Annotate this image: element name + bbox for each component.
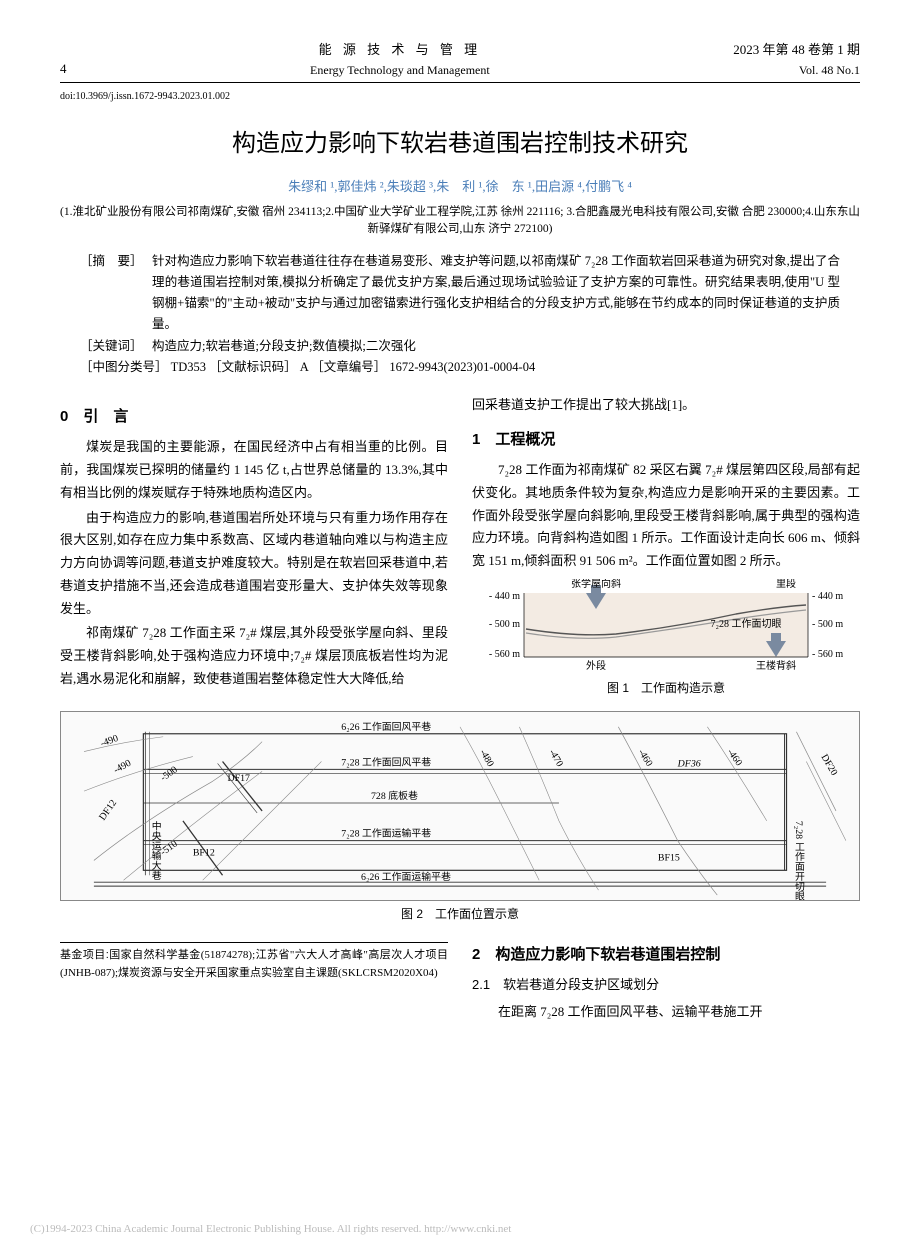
svg-text:- 440 m: - 440 m xyxy=(812,591,843,602)
svg-text:DF20: DF20 xyxy=(819,752,840,777)
article-title: 构造应力影响下软岩巷道围岩控制技术研究 xyxy=(60,125,860,163)
svg-text:-490: -490 xyxy=(99,733,120,750)
sec21-heading: 2.1 软岩巷道分段支护区域划分 xyxy=(472,974,860,997)
keywords-text: 构造应力;软岩巷道;分段支护;数值模拟;二次强化 xyxy=(152,336,840,357)
issue-info: 2023 年第 48 卷第 1 期 Vol. 48 No.1 xyxy=(733,40,860,80)
page-header: 4 能 源 技 术 与 管 理 Energy Technology and Ma… xyxy=(60,40,860,83)
doi-text: doi:10.3969/j.issn.1672-9943.2023.01.002 xyxy=(60,89,860,105)
right-column: 回采巷道支护工作提出了较大挑战[1]。 1 工程概况 7₂28 工作面为祁南煤矿… xyxy=(472,394,860,707)
journal-name: 能 源 技 术 与 管 理 Energy Technology and Mana… xyxy=(310,40,490,80)
page-number: 4 xyxy=(60,59,67,80)
sec1-p1: 7₂28 工作面为祁南煤矿 82 采区右翼 7₂# 煤层第四区段,局部有起伏变化… xyxy=(472,459,860,573)
svg-text:6₂26 工作面运输平巷: 6₂26 工作面运输平巷 xyxy=(361,870,451,883)
svg-text:外段: 外段 xyxy=(586,659,606,672)
sec1-heading: 1 工程概况 xyxy=(472,427,860,453)
svg-text:王楼背斜: 王楼背斜 xyxy=(756,659,796,672)
svg-text:728 底板巷: 728 底板巷 xyxy=(371,789,418,802)
bottom-left-column: 基金项目:国家自然科学基金(51874278);江苏省"六大人才高峰"高层次人才… xyxy=(60,932,448,1026)
sec0-p1: 煤炭是我国的主要能源，在国民经济中占有相当重的比例。目前，我国煤炭已探明的储量约… xyxy=(60,436,448,504)
svg-text:- 500 m: - 500 m xyxy=(812,619,843,630)
funding-note: 基金项目:国家自然科学基金(51874278);江苏省"六大人才高峰"高层次人才… xyxy=(60,942,448,982)
svg-text:DF36: DF36 xyxy=(677,758,701,769)
abstract-block: ［摘 要］ 针对构造应力影响下软岩巷道往往存在巷道易变形、难支护等问题,以祁南煤… xyxy=(80,251,840,379)
sec0-p3-cont: 回采巷道支护工作提出了较大挑战[1]。 xyxy=(472,394,860,417)
sec2-heading: 2 构造应力影响下软岩巷道围岩控制 xyxy=(472,942,860,968)
bottom-columns: 基金项目:国家自然科学基金(51874278);江苏省"六大人才高峰"高层次人才… xyxy=(60,932,860,1026)
svg-text:里段: 里段 xyxy=(776,579,796,590)
funding-label: 基金项目: xyxy=(60,949,109,961)
classification-text: ［中图分类号］ TD353 ［文献标识码］ A ［文章编号］ 1672-9943… xyxy=(80,357,840,378)
fig1-caption: 图 1 工作面构造示意 xyxy=(472,678,860,699)
svg-text:-500: -500 xyxy=(159,764,180,783)
abstract-label: ［摘 要］ xyxy=(80,251,152,336)
svg-text:DF12: DF12 xyxy=(97,798,119,823)
svg-text:- 560 m: - 560 m xyxy=(812,649,843,660)
svg-text:-480: -480 xyxy=(477,748,496,769)
svg-text:DF17: DF17 xyxy=(227,773,250,784)
svg-text:7₂28 工作面开切眼: 7₂28 工作面开切眼 xyxy=(793,821,805,900)
svg-text:6₂26 工作面回风平巷: 6₂26 工作面回风平巷 xyxy=(341,721,431,733)
keywords-label: ［关键词］ xyxy=(80,336,152,357)
affiliations: (1.淮北矿业股份有限公司祁南煤矿,安徽 宿州 234113;2.中国矿业大学矿… xyxy=(60,204,860,239)
svg-text:7₂28 工作面运输平巷: 7₂28 工作面运输平巷 xyxy=(341,827,431,840)
svg-text:BF15: BF15 xyxy=(658,852,680,863)
svg-text:BF12: BF12 xyxy=(193,847,215,858)
left-column: 0 引 言 煤炭是我国的主要能源，在国民经济中占有相当重的比例。目前，我国煤炭已… xyxy=(60,394,448,707)
bottom-right-column: 2 构造应力影响下软岩巷道围岩控制 2.1 软岩巷道分段支护区域划分 在距离 7… xyxy=(472,932,860,1026)
sec21-p: 在距离 7₂28 工作面回风平巷、运输平巷施工开 xyxy=(472,1001,860,1024)
sec0-heading: 0 引 言 xyxy=(60,404,448,430)
figure-1: - 440 m - 500 m - 560 m - 440 m - 500 m … xyxy=(472,579,860,674)
funding-text: 国家自然科学基金(51874278);江苏省"六大人才高峰"高层次人才项目(JN… xyxy=(60,949,448,979)
author-list: 朱缪和 ¹,郭佳炜 ²,朱琰超 ³,朱 利 ¹,徐 东 ¹,田启源 ⁴,付鹏飞 … xyxy=(60,177,860,198)
svg-text:-460: -460 xyxy=(636,747,655,768)
figure-2-wrap: 6₂26 工作面回风平巷 7₂28 工作面回风平巷 728 底板巷 7₂28 工… xyxy=(60,711,860,924)
sec0-p3: 祁南煤矿 7₂28 工作面主采 7₂# 煤层,其外段受张学屋向斜、里段受王楼背斜… xyxy=(60,622,448,690)
svg-text:7₂28 工作面回风平巷: 7₂28 工作面回风平巷 xyxy=(341,756,431,768)
svg-text:-510: -510 xyxy=(159,838,180,857)
svg-text:- 500 m: - 500 m xyxy=(489,619,520,630)
sec0-p2: 由于构造应力的影响,巷道围岩所处环境与只有重力场作用存在很大区别,如存在应力集中… xyxy=(60,507,448,621)
body-columns: 0 引 言 煤炭是我国的主要能源，在国民经济中占有相当重的比例。目前，我国煤炭已… xyxy=(60,394,860,707)
svg-text:7₂28 工作面切眼: 7₂28 工作面切眼 xyxy=(711,618,782,630)
abstract-text: 针对构造应力影响下软岩巷道往往存在巷道易变形、难支护等问题,以祁南煤矿 7₂28… xyxy=(152,251,840,336)
svg-text:- 560 m: - 560 m xyxy=(489,649,520,660)
fig2-caption: 图 2 工作面位置示意 xyxy=(60,905,860,924)
figure-2: 6₂26 工作面回风平巷 7₂28 工作面回风平巷 728 底板巷 7₂28 工… xyxy=(60,711,860,901)
svg-text:- 440 m: - 440 m xyxy=(489,591,520,602)
watermark-text: (C)1994-2023 China Academic Journal Elec… xyxy=(30,1221,511,1239)
svg-text:-470: -470 xyxy=(546,748,565,769)
svg-text:张学屋向斜: 张学屋向斜 xyxy=(571,579,621,590)
svg-text:-490: -490 xyxy=(112,758,133,776)
